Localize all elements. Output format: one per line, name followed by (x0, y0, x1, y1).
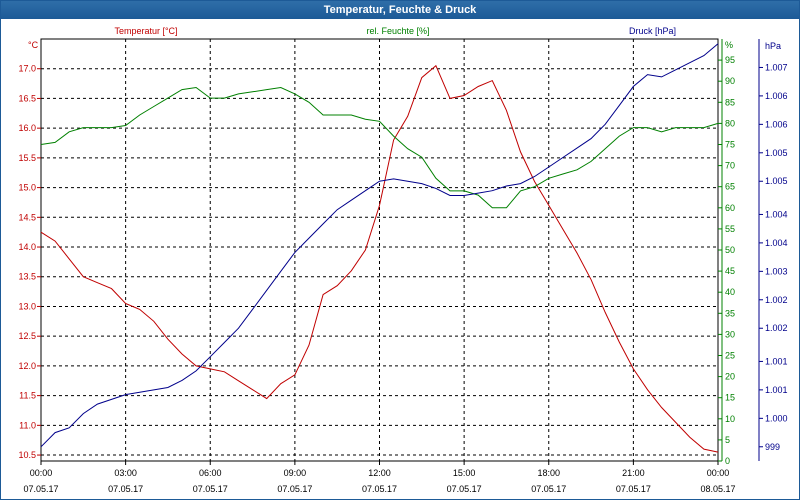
humidity-tick-label: 30 (725, 329, 735, 339)
temperature-tick-label: 16.5 (18, 93, 36, 103)
humidity-tick-label: 85 (725, 97, 735, 107)
temperature-tick-label: 13.0 (18, 301, 36, 311)
pressure-tick-label: 999 (765, 442, 780, 452)
x-tick-time: 18:00 (537, 468, 560, 478)
temperature-tick-label: 14.0 (18, 242, 36, 252)
x-tick-time: 21:00 (622, 468, 645, 478)
temperature-tick-label: 16.0 (18, 123, 36, 133)
humidity-tick-label: 50 (725, 245, 735, 255)
pressure-tick-label: 1.002 (765, 295, 788, 305)
window-title: Temperatur, Feuchte & Druck (1, 1, 799, 19)
pressure-tick-label: 1.005 (765, 148, 788, 158)
x-tick-time: 06:00 (199, 468, 222, 478)
x-tick-date: 07.05.17 (531, 484, 566, 494)
humidity-tick-label: 45 (725, 266, 735, 276)
pressure-tick-label: 1.006 (765, 119, 788, 129)
pressure-tick-label: 1.006 (765, 91, 788, 101)
humidity-axis-unit: % (725, 40, 733, 50)
humidity-tick-label: 0 (725, 456, 730, 466)
pressure-tick-label: 1.001 (765, 385, 788, 395)
humidity-tick-label: 90 (725, 76, 735, 86)
x-tick-date: 07.05.17 (362, 484, 397, 494)
x-tick-time: 00:00 (707, 468, 730, 478)
humidity-tick-label: 75 (725, 140, 735, 150)
x-tick-date: 08.05.17 (700, 484, 735, 494)
x-tick-date: 07.05.17 (108, 484, 143, 494)
humidity-legend-label: rel. Feuchte [%] (366, 26, 429, 36)
humidity-tick-label: 55 (725, 224, 735, 234)
x-tick-date: 07.05.17 (277, 484, 312, 494)
x-tick-date: 07.05.17 (616, 484, 651, 494)
humidity-tick-label: 20 (725, 372, 735, 382)
temperature-tick-label: 13.5 (18, 272, 36, 282)
pressure-tick-label: 1.004 (765, 209, 788, 219)
pressure-tick-label: 1.000 (765, 413, 788, 423)
x-tick-time: 03:00 (114, 468, 137, 478)
x-tick-time: 15:00 (453, 468, 476, 478)
pressure-tick-label: 1.005 (765, 176, 788, 186)
temperature-series-line (40, 64, 719, 453)
humidity-tick-label: 60 (725, 203, 735, 213)
x-tick-date: 07.05.17 (23, 484, 58, 494)
humidity-tick-label: 35 (725, 308, 735, 318)
temperature-tick-label: 11.0 (19, 420, 36, 430)
humidity-tick-label: 40 (725, 287, 735, 297)
humidity-tick-label: 80 (725, 118, 735, 128)
humidity-tick-label: 15 (725, 393, 735, 403)
humidity-tick-label: 70 (725, 161, 735, 171)
temperature-tick-label: 17.0 (18, 64, 36, 74)
pressure-series-line (40, 43, 719, 448)
temperature-tick-label: 12.5 (18, 331, 36, 341)
temperature-tick-label: 14.5 (18, 212, 36, 222)
humidity-tick-label: 95 (725, 55, 735, 65)
temperature-axis-unit: °C (28, 40, 39, 50)
temperature-tick-label: 11.5 (19, 391, 36, 401)
pressure-tick-label: 1.001 (765, 356, 788, 366)
x-tick-time: 00:00 (30, 468, 53, 478)
x-tick-time: 09:00 (284, 468, 307, 478)
x-tick-time: 12:00 (368, 468, 391, 478)
temperature-tick-label: 12.0 (18, 361, 36, 371)
x-tick-date: 07.05.17 (193, 484, 228, 494)
pressure-tick-label: 1.007 (765, 62, 788, 72)
pressure-tick-label: 1.004 (765, 238, 788, 248)
pressure-legend-label: Druck [hPa] (629, 26, 676, 36)
humidity-series-line (40, 86, 719, 209)
temperature-tick-label: 15.0 (18, 183, 36, 193)
temperature-tick-label: 15.5 (18, 153, 36, 163)
x-tick-date: 07.05.17 (447, 484, 482, 494)
humidity-tick-label: 10 (725, 414, 735, 424)
pressure-tick-label: 1.002 (765, 323, 788, 333)
pressure-tick-label: 1.003 (765, 266, 788, 276)
humidity-tick-label: 65 (725, 182, 735, 192)
temperature-tick-label: 10.5 (18, 450, 36, 460)
temperature-legend-label: Temperatur [°C] (114, 26, 177, 36)
humidity-tick-label: 5 (725, 435, 730, 445)
pressure-axis-unit: hPa (765, 41, 781, 51)
humidity-tick-label: 25 (725, 351, 735, 361)
